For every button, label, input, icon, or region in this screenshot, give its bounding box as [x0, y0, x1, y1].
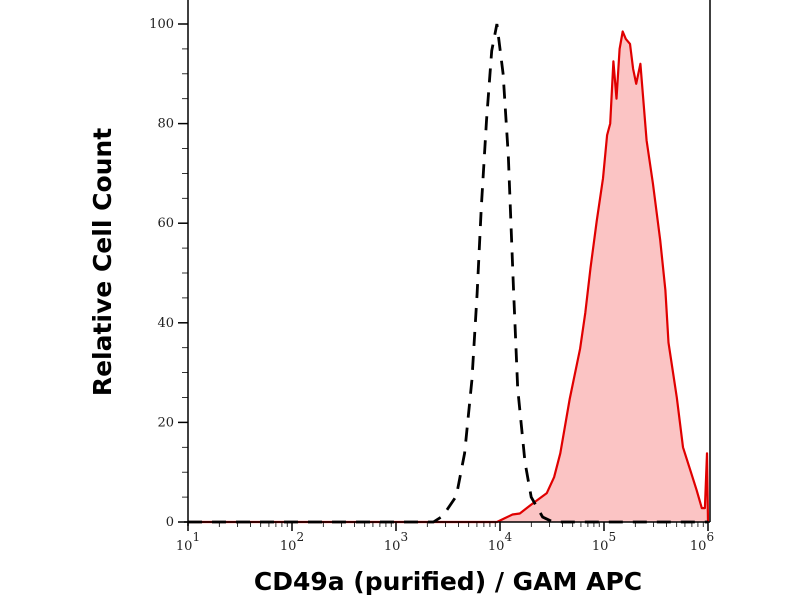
x-tick-label: 103 — [384, 530, 408, 554]
ticks-layer: 0 20 40 60 80 100 101 102 103 104 105 106 — [149, 17, 714, 554]
x-axis-title: CD49a (purified) / GAM APC — [254, 567, 642, 596]
y-tick-label: 40 — [157, 316, 174, 331]
y-tick-label: 80 — [157, 117, 174, 132]
x-tick-label: 102 — [280, 530, 304, 554]
x-tick-label: 104 — [488, 530, 513, 554]
x-tick-label: 106 — [690, 530, 714, 554]
x-tick-label: 101 — [176, 530, 200, 554]
axes-layer — [184, 0, 711, 526]
y-tick-label: 60 — [157, 216, 174, 231]
x-tick-label: 105 — [592, 530, 616, 554]
y-tick-label: 0 — [166, 515, 174, 530]
stained-histogram-line — [188, 30, 710, 524]
series-layer — [188, 23, 710, 524]
y-tick-label: 20 — [157, 415, 174, 430]
y-tick-label: 100 — [149, 17, 174, 32]
y-axis-title: Relative Cell Count — [88, 128, 117, 396]
stained-histogram-fill — [188, 31, 708, 522]
